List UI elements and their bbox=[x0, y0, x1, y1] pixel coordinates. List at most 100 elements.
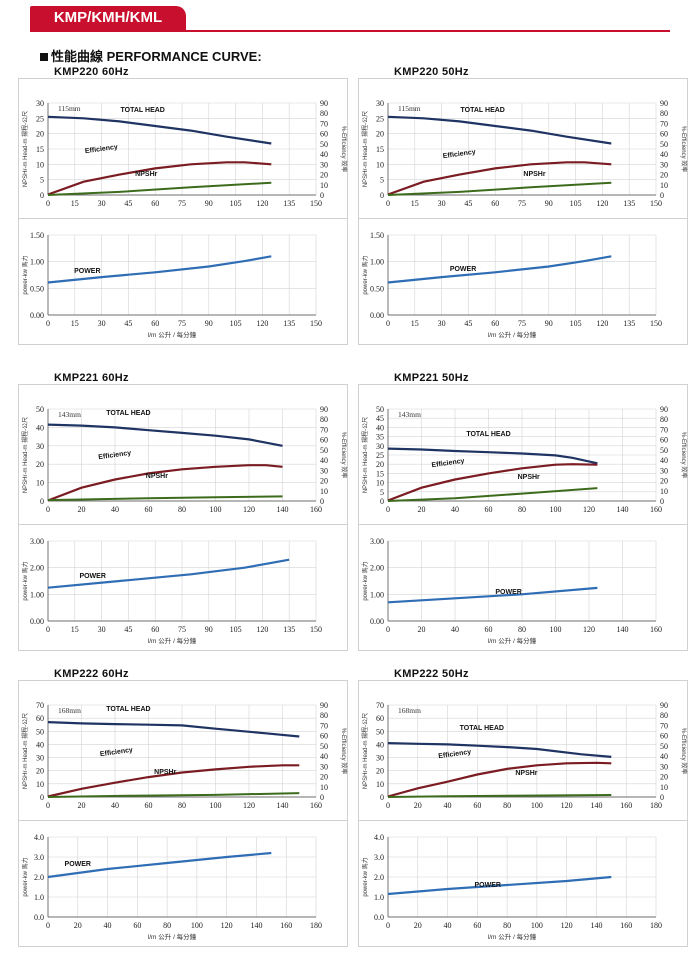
efficiency-label: Efficiency bbox=[431, 458, 465, 470]
grid bbox=[47, 836, 317, 918]
y-tick-label: 2.0 bbox=[34, 873, 44, 882]
efficiency-axis-label: %-Efficiency 效率 bbox=[340, 432, 348, 479]
efficiency-line bbox=[387, 761, 612, 798]
grid bbox=[387, 408, 657, 502]
x-tick-label: 105 bbox=[570, 319, 582, 328]
x-tick-label: 105 bbox=[230, 319, 242, 328]
x-tick-label: 20 bbox=[78, 801, 86, 810]
model-title: KMP221 50Hz bbox=[394, 372, 469, 384]
y-right-tick-label: 60 bbox=[320, 130, 328, 139]
x-tick-label: 0 bbox=[386, 625, 390, 634]
y-left-tick-label: 70 bbox=[36, 701, 44, 710]
x-tick-label: 60 bbox=[473, 801, 481, 810]
x-tick-label: 100 bbox=[531, 801, 543, 810]
efficiency-line bbox=[47, 464, 283, 502]
y-right-tick-label: 70 bbox=[320, 721, 328, 730]
x-tick-label: 105 bbox=[570, 199, 582, 208]
x-tick-label: 150 bbox=[310, 199, 322, 208]
x-tick-label: 120 bbox=[256, 199, 268, 208]
model-title: KMP222 60Hz bbox=[54, 668, 129, 680]
x-tick-label: 0 bbox=[386, 319, 390, 328]
y-right-tick-label: 70 bbox=[660, 119, 668, 128]
x-tick-label: 180 bbox=[650, 921, 662, 930]
x-tick-label: 60 bbox=[473, 921, 481, 930]
efficiency-label: Efficiency bbox=[85, 144, 119, 156]
total-head-line bbox=[387, 115, 612, 145]
x-tick-label: 120 bbox=[583, 625, 595, 634]
y-right-tick-label: 40 bbox=[320, 456, 328, 465]
x-tick-label: 60 bbox=[151, 199, 159, 208]
x-unit-label: l/m 公升 / 每分鐘 bbox=[148, 932, 197, 941]
power-line bbox=[387, 255, 612, 284]
total-head-line bbox=[47, 115, 272, 145]
x-tick-label: 20 bbox=[74, 921, 82, 930]
y-left-tick-label: 10 bbox=[36, 780, 44, 789]
y-right-tick-label: 80 bbox=[660, 109, 668, 118]
x-tick-label: 20 bbox=[414, 921, 422, 930]
efficiency-axis-label: %-Efficiency 效率 bbox=[680, 126, 688, 173]
x-tick-label: 40 bbox=[111, 801, 119, 810]
y-right-tick-label: 0 bbox=[660, 793, 664, 802]
x-tick-label: 40 bbox=[451, 625, 459, 634]
y-tick-label: 1.00 bbox=[370, 258, 384, 267]
y-right-tick-label: 40 bbox=[320, 752, 328, 761]
power-axis-label: power-kw 馬力 bbox=[361, 857, 369, 896]
y-left-tick-label: 20 bbox=[36, 460, 44, 469]
x-tick-label: 180 bbox=[310, 921, 322, 930]
x-unit-label: l/m 公升 / 每分鐘 bbox=[488, 932, 537, 941]
x-tick-label: 120 bbox=[596, 199, 608, 208]
y-left-tick-label: 15 bbox=[36, 145, 44, 154]
x-tick-label: 60 bbox=[485, 625, 493, 634]
y-right-tick-label: 10 bbox=[660, 181, 668, 190]
bullet-square-icon bbox=[40, 53, 48, 61]
efficiency-label: Efficiency bbox=[98, 450, 132, 462]
model-title: KMP220 50Hz bbox=[394, 66, 469, 78]
x-tick-label: 60 bbox=[145, 801, 153, 810]
x-tick-label: 90 bbox=[205, 625, 213, 634]
y-right-tick-label: 80 bbox=[660, 711, 668, 720]
total-head-label: TOTAL HEAD bbox=[106, 410, 150, 417]
power-axis-label: power-kw 馬力 bbox=[21, 561, 29, 600]
performance-svg: 0 20 40 60 80 100 120 140 1600102030405001020304… bbox=[21, 405, 348, 514]
y-right-tick-label: 40 bbox=[660, 752, 668, 761]
npshr-label: NPSHr bbox=[135, 171, 157, 178]
y-tick-label: 4.0 bbox=[374, 833, 384, 842]
y-right-tick-label: 10 bbox=[660, 783, 668, 792]
impeller-size-label: 168mm bbox=[58, 706, 81, 715]
y-tick-label: 1.00 bbox=[30, 258, 44, 267]
x-tick-label: 100 bbox=[210, 505, 222, 514]
x-tick-label: 15 bbox=[411, 199, 419, 208]
power-chart: 0 15 30 45 60 75 90 105 120 135 150 0.00 0.50 1.00 1.5… bbox=[358, 218, 688, 345]
total-head-line bbox=[47, 721, 300, 738]
x-tick-label: 90 bbox=[545, 319, 553, 328]
y-left-tick-label: 10 bbox=[36, 479, 44, 488]
x-tick-label: 160 bbox=[280, 921, 292, 930]
total-head-label: TOTAL HEAD bbox=[461, 107, 505, 114]
y-right-tick-label: 90 bbox=[660, 405, 668, 414]
x-tick-label: 45 bbox=[124, 625, 132, 634]
x-tick-label: 90 bbox=[205, 319, 213, 328]
y-tick-label: 0.0 bbox=[34, 913, 44, 922]
x-tick-label: 150 bbox=[650, 319, 662, 328]
performance-svg: 0 20 40 60 80 100 120 140 1600510152025303540455… bbox=[361, 405, 688, 514]
power-chart: 0 20 40 60 80 100 120 140 160 180 0.0 1.0 2.0 3.0 4.0 p… bbox=[358, 820, 688, 947]
x-tick-label: 135 bbox=[283, 625, 295, 634]
grid bbox=[387, 704, 657, 798]
x-tick-label: 90 bbox=[545, 199, 553, 208]
y-right-tick-label: 50 bbox=[660, 446, 668, 455]
x-tick-label: 0 bbox=[386, 921, 390, 930]
y-right-tick-label: 80 bbox=[320, 109, 328, 118]
x-tick-label: 120 bbox=[583, 505, 595, 514]
model-title: KMP222 50Hz bbox=[394, 668, 469, 680]
y-right-tick-label: 90 bbox=[660, 99, 668, 108]
x-tick-label: 0 bbox=[46, 801, 50, 810]
grid bbox=[47, 234, 317, 316]
y-right-tick-label: 30 bbox=[320, 762, 328, 771]
x-tick-label: 0 bbox=[46, 625, 50, 634]
y-right-tick-label: 90 bbox=[320, 701, 328, 710]
performance-svg: 0 20 40 60 80 100 120 140 160 1800102030405060700… bbox=[361, 701, 688, 810]
y-left-tick-label: 0 bbox=[40, 793, 44, 802]
power-svg: 0 20 40 60 80 100 120 140 160 180 0.0 1.0 2.0 3.0 4.0 p… bbox=[21, 833, 322, 941]
x-tick-label: 60 bbox=[485, 505, 493, 514]
x-tick-label: 40 bbox=[451, 505, 459, 514]
